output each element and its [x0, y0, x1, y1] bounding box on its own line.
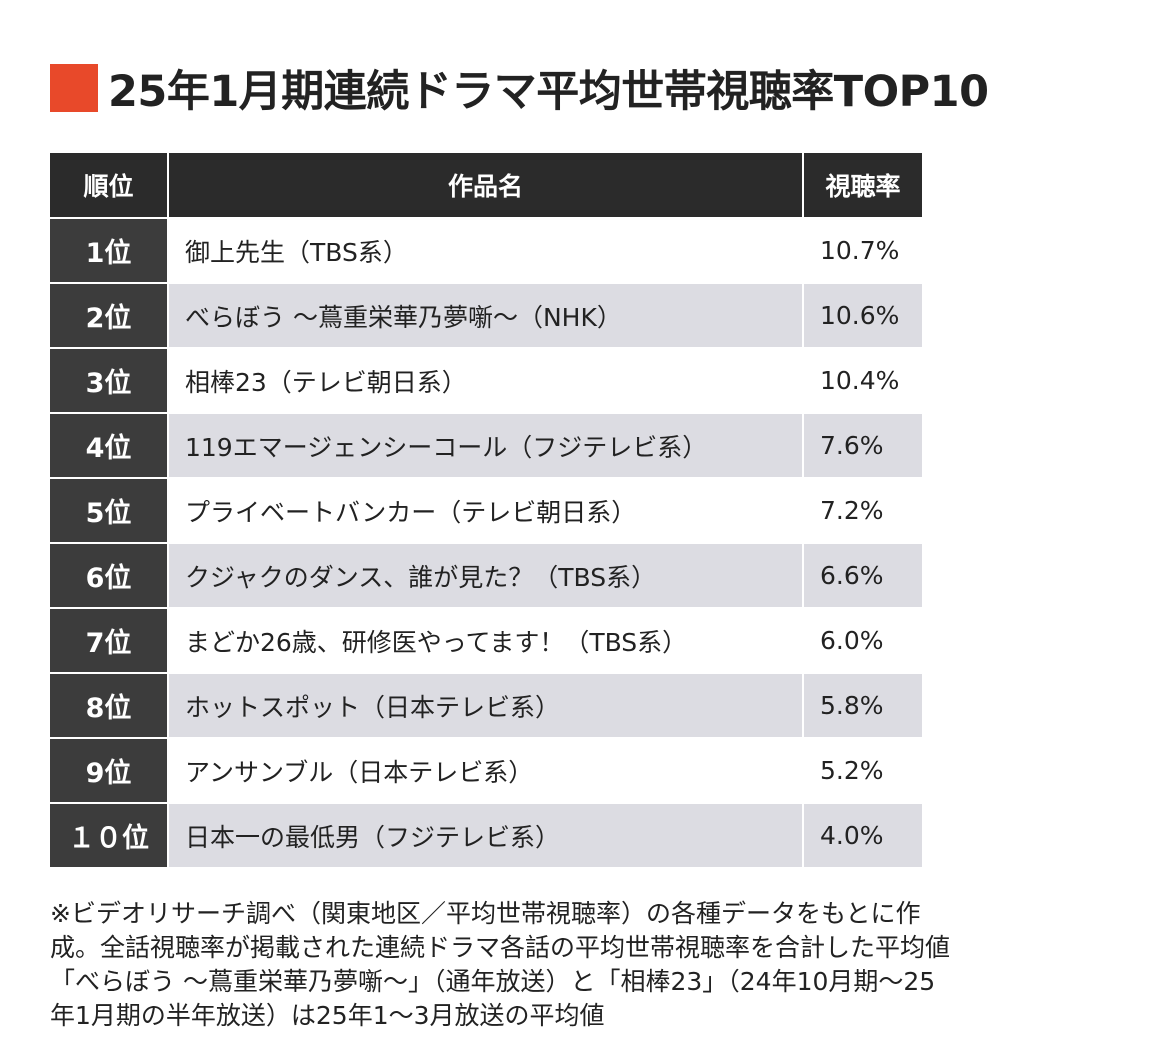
table-row: 7位 まどか26歳、研修医やってます！（TBS系） 6.0% [50, 607, 922, 673]
title-cell: 御上先生（TBS系） [168, 217, 804, 283]
rate-cell: 4.0% [803, 802, 922, 867]
table-row: 3位 相棒23（テレビ朝日系） 10.4% [50, 347, 922, 413]
table-row: 8位 ホットスポット（日本テレビ系） 5.8% [50, 672, 922, 738]
title-cell: 日本一の最低男（フジテレビ系） [168, 802, 804, 867]
rate-cell: 7.2% [803, 477, 922, 543]
rate-cell: 6.0% [803, 607, 922, 673]
rate-cell: 6.6% [803, 542, 922, 608]
rank-cell: 9位 [50, 737, 169, 803]
table-row: 2位 べらぼう ～蔦重栄華乃夢噺～（NHK） 10.6% [50, 282, 922, 348]
table-row: 9位 アンサンブル（日本テレビ系） 5.2% [50, 737, 922, 803]
table-row: 4位 119エマージェンシーコール（フジテレビ系） 7.6% [50, 412, 922, 478]
rank-cell: 8位 [50, 672, 169, 738]
title-cell: まどか26歳、研修医やってます！（TBS系） [168, 607, 804, 673]
rate-cell: 10.7% [803, 217, 922, 283]
rank-cell: 2位 [50, 282, 169, 348]
note-line: 「べらぼう ～蔦重栄華乃夢噺～」（通年放送）と「相棒23」（24年10月期～25 [50, 967, 936, 996]
rank-cell: 6位 [50, 542, 169, 608]
rank-cell: 5位 [50, 477, 169, 543]
ranking-table: 順位 作品名 視聴率 1位 御上先生（TBS系） 10.7% 2位 べらぼう ～… [50, 153, 922, 867]
header-title: 作品名 [168, 153, 804, 218]
rank-cell: 4位 [50, 412, 169, 478]
title-cell: アンサンブル（日本テレビ系） [168, 737, 804, 803]
title-cell: 119エマージェンシーコール（フジテレビ系） [168, 412, 804, 478]
page-title-row: 25年1月期連続ドラマ平均世帯視聴率TOP10 [50, 58, 989, 118]
note-line: ※ビデオリサーチ調べ（関東地区／平均世帯視聴率）の各種データをもとに作 [50, 899, 921, 928]
title-cell: ホットスポット（日本テレビ系） [168, 672, 804, 738]
table-row: 6位 クジャクのダンス、誰が見た？（TBS系） 6.6% [50, 542, 922, 608]
rate-cell: 7.6% [803, 412, 922, 478]
rank-cell: 1位 [50, 217, 169, 283]
note-line: 年1月期の半年放送）は25年1～3月放送の平均値 [50, 1001, 605, 1030]
page-title: 25年1月期連続ドラマ平均世帯視聴率TOP10 [108, 67, 989, 117]
note-line: 成。全話視聴率が掲載された連続ドラマ各話の平均世帯視聴率を合計した平均値 [50, 933, 951, 962]
table-header-row: 順位 作品名 視聴率 [50, 153, 922, 218]
rank-cell: 3位 [50, 347, 169, 413]
rate-cell: 5.8% [803, 672, 922, 738]
source-note: ※ビデオリサーチ調べ（関東地区／平均世帯視聴率）の各種データをもとに作 成。全話… [50, 897, 1140, 1033]
table-row: 1位 御上先生（TBS系） 10.7% [50, 217, 922, 283]
rate-cell: 10.6% [803, 282, 922, 348]
rate-cell: 10.4% [803, 347, 922, 413]
square-icon [50, 64, 98, 112]
title-cell: べらぼう ～蔦重栄華乃夢噺～（NHK） [168, 282, 804, 348]
table-row: 5位 プライベートバンカー（テレビ朝日系） 7.2% [50, 477, 922, 543]
rank-cell: １０位 [50, 802, 169, 867]
header-rate: 視聴率 [803, 153, 922, 218]
title-cell: クジャクのダンス、誰が見た？（TBS系） [168, 542, 804, 608]
rate-cell: 5.2% [803, 737, 922, 803]
header-rank: 順位 [50, 153, 169, 218]
title-cell: 相棒23（テレビ朝日系） [168, 347, 804, 413]
rank-cell: 7位 [50, 607, 169, 673]
title-cell: プライベートバンカー（テレビ朝日系） [168, 477, 804, 543]
table-row: １０位 日本一の最低男（フジテレビ系） 4.0% [50, 802, 922, 867]
